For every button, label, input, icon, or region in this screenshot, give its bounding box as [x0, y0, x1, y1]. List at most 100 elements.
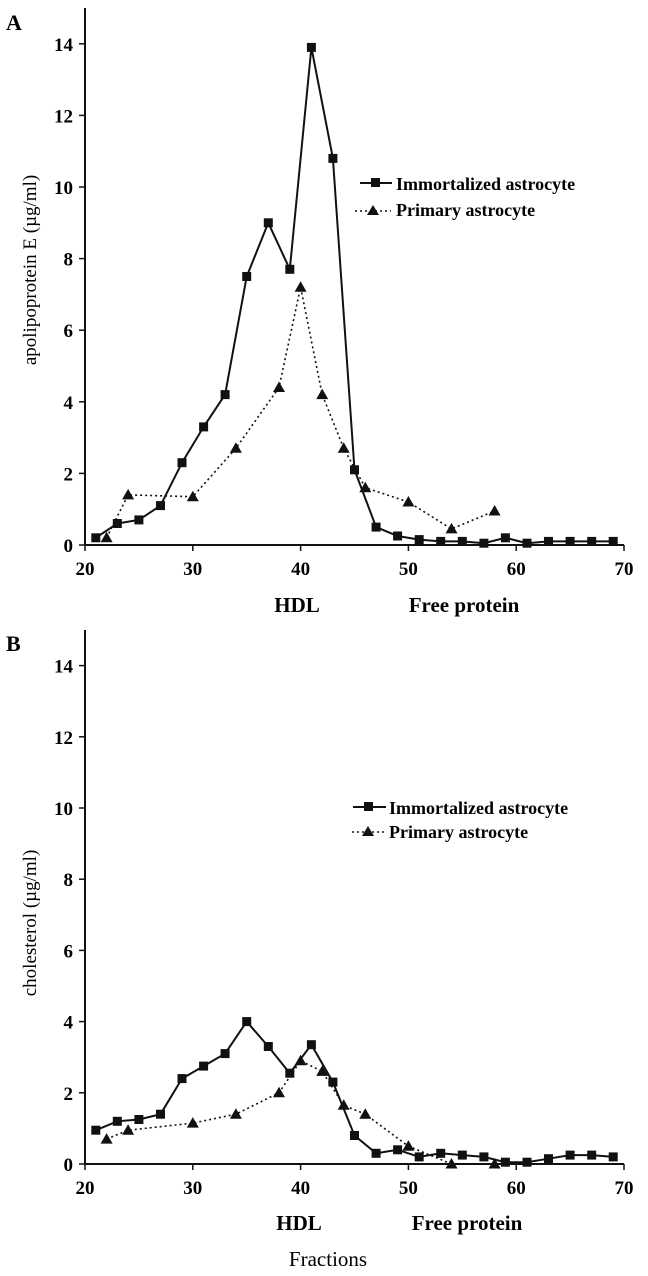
y-tick-label-a: 10 [54, 178, 73, 199]
x-tick-label-a: 50 [399, 559, 418, 580]
x-tick-label-b: 70 [615, 1178, 634, 1199]
data-point-immortalized-b [350, 1131, 359, 1140]
data-point-primary-a [100, 531, 113, 543]
data-point-immortalized-b [328, 1077, 338, 1087]
y-tick-label-a: 8 [64, 250, 74, 271]
axes-b: 0 2 4 6 8 10 12 14 20 30 40 50 60 70 [54, 630, 634, 1199]
data-point-immortalized-b [91, 1125, 101, 1135]
y-tick-label-a: 4 [64, 393, 74, 414]
data-point-immortalized-b [393, 1145, 403, 1155]
data-point-immortalized-a [522, 538, 532, 548]
data-point-primary-a [186, 490, 199, 502]
x-tick-label-a: 20 [76, 559, 95, 580]
legend-label-immortalized-b: Immortalized astrocyte [389, 798, 568, 818]
y-tick-label-a: 2 [64, 464, 74, 485]
data-point-immortalized-a [263, 218, 273, 228]
data-point-immortalized-b [156, 1109, 165, 1119]
y-tick-label-a: 6 [64, 321, 74, 342]
data-point-immortalized-b [457, 1150, 467, 1160]
data-point-immortalized-b [436, 1148, 446, 1158]
y-tick-label-a: 14 [54, 35, 74, 56]
data-point-immortalized-a [565, 536, 575, 546]
data-point-primary-a [488, 505, 501, 516]
data-point-immortalized-a [242, 272, 252, 281]
legend-marker-triangle-b [362, 826, 374, 836]
legend-label-immortalized-a: Immortalized astrocyte [396, 174, 575, 194]
x-tick-label-a: 60 [507, 559, 526, 580]
chart-panel-a: A apolipoprotein E (µg/ml) 0 2 4 6 8 10 12 14 20… [6, 8, 634, 617]
data-point-immortalized-a [199, 422, 209, 432]
data-point-immortalized-a [328, 153, 338, 163]
data-point-immortalized-a [285, 264, 295, 274]
data-point-primary-a [402, 496, 415, 507]
y-axis-label-a: apolipoprotein E (µg/ml) [20, 175, 41, 365]
data-point-immortalized-b [242, 1017, 252, 1027]
panel-label-a: A [6, 10, 22, 35]
data-point-primary-b [445, 1158, 458, 1169]
data-point-immortalized-b [414, 1152, 424, 1162]
x-tick-label-b: 50 [399, 1178, 418, 1199]
data-point-primary-b [488, 1158, 501, 1169]
x-tick-label-a: 70 [615, 559, 634, 580]
x-tick-label-b: 20 [76, 1178, 95, 1199]
legend-marker-square-b [364, 802, 373, 811]
y-tick-label-a: 0 [64, 536, 74, 557]
y-axis-label-b: cholesterol (µg/ml) [20, 850, 41, 997]
data-point-immortalized-b [371, 1148, 381, 1158]
data-point-primary-a [122, 488, 135, 500]
data-point-primary-b [186, 1117, 199, 1128]
y-tick-label-b: 4 [64, 1013, 74, 1034]
y-tick-label-b: 0 [64, 1155, 74, 1176]
x-tick-label-b: 40 [291, 1178, 310, 1199]
data-point-primary-b [122, 1124, 135, 1135]
data-point-primary-b [294, 1054, 307, 1066]
data-point-primary-a [294, 281, 307, 292]
y-tick-label-b: 10 [54, 799, 73, 820]
data-point-primary-a [359, 481, 372, 493]
data-point-immortalized-a [306, 42, 316, 52]
data-point-primary-a [445, 522, 458, 534]
y-tick-label-b: 6 [64, 941, 74, 962]
data-point-immortalized-b [177, 1074, 187, 1084]
x-axis-label: Fractions [289, 1247, 367, 1271]
data-point-immortalized-a [371, 522, 381, 532]
region-label-hdl-a: HDL [274, 593, 320, 617]
region-label-hdl-b: HDL [276, 1211, 322, 1235]
data-point-immortalized-b [544, 1154, 553, 1164]
chart-panel-b: B cholesterol (µg/ml) 0 2 4 6 8 10 12 14 20 30 40 5… [6, 630, 634, 1271]
data-point-primary-b [402, 1140, 415, 1151]
data-point-primary-b [100, 1133, 113, 1144]
data-point-immortalized-a [500, 533, 510, 543]
series-layer-a [91, 42, 618, 548]
data-point-immortalized-a [436, 536, 446, 546]
data-point-immortalized-b [587, 1150, 597, 1160]
data-point-primary-a [337, 442, 350, 453]
data-point-immortalized-a [177, 458, 187, 468]
data-point-immortalized-b [608, 1152, 618, 1162]
y-tick-label-b: 12 [54, 728, 73, 749]
data-point-primary-a [316, 388, 329, 400]
data-point-immortalized-b [479, 1152, 489, 1162]
data-point-immortalized-b [306, 1040, 316, 1050]
legend-b: Immortalized astrocyte Primary astrocyte [352, 798, 568, 842]
y-tick-label-b: 14 [54, 657, 74, 678]
data-point-immortalized-a [134, 515, 144, 525]
data-point-immortalized-a [393, 531, 403, 541]
data-point-immortalized-a [587, 536, 597, 546]
series-layer-b [91, 1017, 618, 1169]
legend-label-primary-b: Primary astrocyte [389, 822, 528, 842]
panel-label-b: B [6, 631, 21, 656]
data-point-immortalized-b [263, 1042, 273, 1051]
data-point-immortalized-a [479, 538, 489, 548]
data-point-immortalized-a [544, 536, 553, 546]
data-point-immortalized-b [500, 1157, 510, 1167]
data-point-primary-b [359, 1108, 372, 1119]
x-tick-label-b: 60 [507, 1178, 526, 1199]
data-point-primary-b [316, 1065, 329, 1076]
series-line-primary-a [105, 287, 495, 539]
x-tick-label-a: 40 [291, 559, 310, 580]
data-point-immortalized-b [285, 1068, 295, 1078]
data-point-immortalized-a [156, 501, 165, 511]
data-point-immortalized-a [350, 465, 359, 475]
data-point-immortalized-a [220, 390, 230, 400]
